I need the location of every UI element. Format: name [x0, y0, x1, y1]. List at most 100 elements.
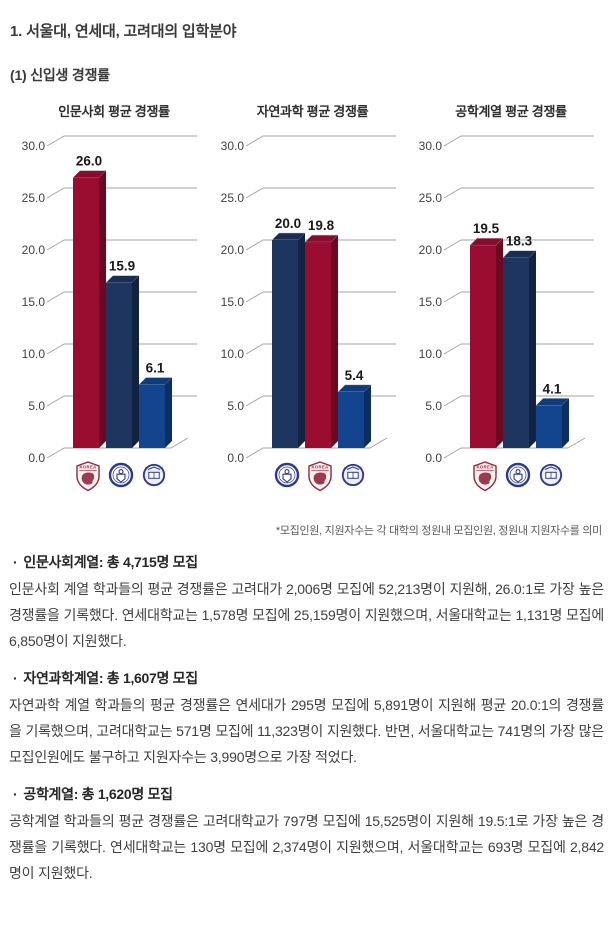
bar-side-face [297, 233, 305, 448]
seoul-national-university-logo [341, 463, 364, 487]
bar-value-label: 20.0 [274, 216, 300, 231]
yonsei-university-logo [108, 462, 134, 488]
bar-korea [72, 170, 107, 448]
section-humanities: · 인문사회계열: 총 4,715명 모집 인문사회 계열 학과들의 평균 경쟁률… [9, 552, 604, 654]
axis-tick-diagonal [443, 239, 462, 251]
bar-front-face [139, 384, 165, 448]
page-subtitle: (1) 신입생 경쟁률 [10, 67, 110, 83]
bar-snu [336, 384, 372, 448]
bar-korea [469, 237, 504, 448]
bar-value-label: 15.9 [109, 259, 135, 274]
bar-side-face [363, 384, 371, 448]
section-heading-text: 인문사회계열: 총 4,715명 모집 [23, 554, 198, 570]
y-tick-label: 10.0 [419, 347, 443, 361]
korea-university-logo: KOREA [307, 461, 332, 492]
section-body: 공학계열 학과들의 평균 경쟁률은 고려대학교가 797명 모집에 15,525… [9, 813, 604, 881]
bar-side-face [496, 238, 503, 448]
y-tick-label: 25.0 [419, 191, 443, 205]
y-tick-label: 5.0 [227, 399, 244, 413]
bullet-icon: · [13, 670, 18, 686]
section-body: 인문사회 계열 학과들의 평균 경쟁률은 고려대가 2,006명 모집에 52,… [9, 581, 604, 649]
chart-plot: 0.0 5.0 10.0 15.0 20.0 25.0 30.0 19.5 KOREA 18.… [406, 122, 604, 514]
svg-text:KOREA: KOREA [476, 465, 493, 470]
y-tick-label: 15.0 [419, 295, 443, 309]
bar-front-face [106, 282, 132, 448]
bar-front-face [271, 240, 298, 448]
bar-side-face [165, 377, 172, 448]
sections: · 인문사회계열: 총 4,715명 모집 인문사회 계열 학과들의 평균 경쟁률… [9, 552, 604, 886]
floor-edge-diagonal [369, 437, 387, 449]
section-heading: · 자연과학계열: 총 1,607명 모집 [9, 668, 604, 688]
y-tick-label: 30.0 [419, 139, 443, 153]
axis-tick-diagonal [46, 343, 65, 355]
bar-yonsei [502, 250, 537, 448]
axis-tick-diagonal [245, 395, 263, 407]
axis-tick-diagonal [46, 447, 65, 459]
bar-side-face [330, 235, 338, 448]
section-engineering: · 공학계열: 총 1,620명 모집 공학계열 학과들의 평균 경쟁률은 고려대… [9, 784, 604, 886]
svg-text:KOREA: KOREA [79, 465, 96, 470]
chart-title: 공학계열 평균 경쟁률 [455, 104, 567, 119]
y-tick-label: 25.0 [220, 191, 244, 205]
bar-korea [303, 234, 339, 448]
svg-text:KOREA: KOREA [311, 465, 328, 470]
seoul-national-university-logo [142, 463, 166, 487]
axis-tick-diagonal [443, 187, 462, 199]
axis-tick-diagonal [46, 135, 65, 147]
bar-side-face [529, 250, 536, 448]
axis-tick-diagonal [46, 291, 65, 303]
chart-engineering: 공학계열 평균 경쟁률 0.0 5.0 10.0 15.0 20.0 25.0 30.0 19… [406, 101, 604, 514]
axis-tick-diagonal [443, 291, 462, 303]
chart-svg: 0.0 5.0 10.0 15.0 20.0 25.0 30.0 19.5 KOREA 18.… [419, 135, 594, 492]
bullet-icon: · [13, 786, 18, 802]
y-tick-label: 0.0 [425, 451, 442, 465]
chart-plot: 0.0 5.0 10.0 15.0 20.0 25.0 30.0 26.0 KOREA 15.… [9, 122, 207, 514]
bar-front-face [337, 391, 364, 448]
chart-svg: 0.0 5.0 10.0 15.0 20.0 25.0 30.0 20.0 19.8 KORE… [220, 135, 396, 492]
chart-footnote: *모집인원, 지원자수는 각 대학의 정원내 모집인원, 정원내 지원자수를 의… [275, 525, 602, 537]
y-tick-label: 30.0 [22, 139, 46, 153]
bar-side-face [99, 170, 106, 448]
section-heading: · 인문사회계열: 총 4,715명 모집 [9, 552, 604, 572]
axis-tick-diagonal [443, 395, 462, 407]
floor-edge-diagonal [567, 437, 586, 449]
y-tick-label: 15.0 [220, 295, 244, 309]
axis-tick-diagonal [245, 187, 263, 199]
axis-tick-diagonal [245, 343, 263, 355]
bar-value-label: 4.1 [543, 381, 562, 396]
korea-university-logo: KOREA [76, 461, 100, 492]
korea-university-logo: KOREA [473, 461, 497, 492]
bar-front-face [73, 177, 99, 448]
chart-title: 인문사회 평균 경쟁률 [58, 104, 170, 119]
bar-yonsei [105, 275, 140, 448]
bar-yonsei [270, 232, 306, 448]
seoul-national-university-logo [539, 463, 563, 487]
section-natural-sciences: · 자연과학계열: 총 1,607명 모집 자연과학 계열 학과들의 평균 경쟁률… [9, 668, 604, 770]
axis-tick-diagonal [443, 447, 462, 459]
axis-tick-diagonal [443, 343, 462, 355]
axis-tick-diagonal [245, 239, 263, 251]
y-tick-label: 15.0 [22, 295, 46, 309]
y-tick-label: 10.0 [220, 347, 244, 361]
floor-edge-diagonal [170, 437, 189, 449]
bar-side-face [132, 275, 139, 448]
axis-tick-diagonal [443, 135, 462, 147]
section-body: 자연과학 계열 학과들의 평균 경쟁률은 연세대가 295명 모집에 5,891… [9, 697, 604, 765]
page-title: 1. 서울대, 연세대, 고려대의 입학분야 [10, 23, 237, 40]
section-heading-text: 공학계열: 총 1,620명 모집 [23, 786, 173, 802]
bar-value-label: 19.5 [473, 221, 500, 236]
y-tick-label: 5.0 [28, 399, 45, 413]
y-tick-label: 10.0 [22, 347, 46, 361]
bar-front-face [503, 257, 529, 448]
bar-value-label: 18.3 [506, 234, 533, 249]
y-tick-label: 20.0 [419, 243, 443, 257]
axis-tick-diagonal [46, 395, 65, 407]
chart-natural-sciences: 자연과학 평균 경쟁률 0.0 5.0 10.0 15.0 20.0 25.0 30.0 20… [208, 101, 406, 514]
charts-row: 인문사회 평균 경쟁률 0.0 5.0 10.0 15.0 20.0 25.0 30.0 26… [9, 101, 604, 514]
chart-svg: 0.0 5.0 10.0 15.0 20.0 25.0 30.0 26.0 KOREA 15.… [22, 135, 197, 492]
y-tick-label: 20.0 [22, 243, 46, 257]
y-tick-label: 30.0 [220, 139, 244, 153]
y-tick-label: 0.0 [227, 451, 244, 465]
yonsei-university-logo [505, 462, 531, 488]
bar-side-face [562, 398, 569, 448]
